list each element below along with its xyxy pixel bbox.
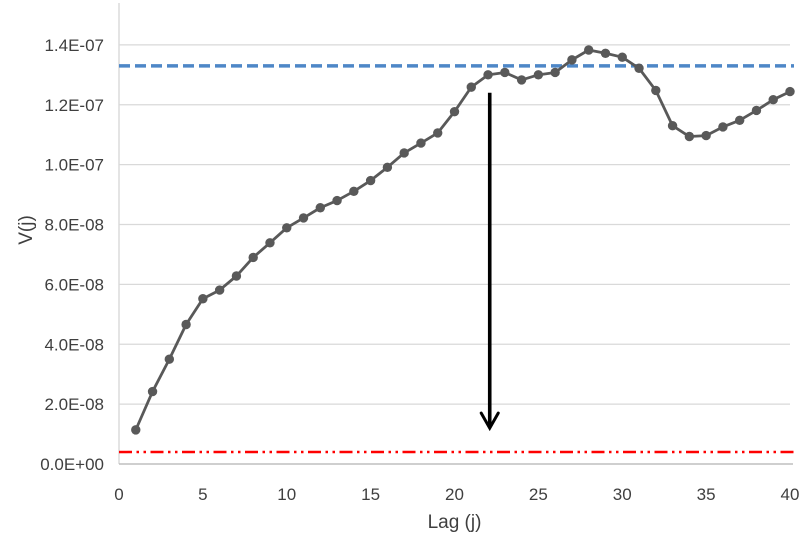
y-tick-label: 8.0E-08 [44,216,104,235]
y-tick-label: 1.0E-07 [44,156,104,175]
data-point [483,70,493,80]
x-tick-label: 40 [781,485,800,504]
data-point [365,175,376,186]
data-point [533,70,544,80]
data-point [181,319,191,330]
data-point [399,148,409,158]
data-point [131,425,141,435]
x-tick-label: 10 [277,485,296,504]
data-point [785,86,795,97]
data-point [315,203,325,213]
data-point [667,121,678,131]
x-tick-label: 20 [445,485,464,504]
data-point [298,213,309,223]
y-axis-title: V(j) [16,215,37,245]
data-point [516,75,527,85]
x-tick-label: 5 [198,485,207,504]
x-tick-label: 30 [613,485,632,504]
y-tick-label: 1.2E-07 [44,96,104,115]
data-point [617,52,627,62]
data-point [382,162,393,173]
y-tick-label: 1.4E-07 [44,36,104,55]
data-point [164,354,175,364]
x-axis-title: Lag (j) [427,512,482,533]
data-point [550,67,560,78]
y-tick-label: 4.0E-08 [44,335,104,354]
data-point [701,130,711,141]
data-point [147,386,158,397]
data-point [651,85,661,96]
arrow-head [479,411,500,432]
data-point [684,131,695,142]
data-point [734,115,745,126]
data-point [416,138,426,148]
y-tick-label: 6.0E-08 [44,275,104,294]
data-point [768,94,778,105]
data-point [634,63,644,73]
data-point [265,238,275,248]
data-point [332,195,342,206]
data-point [248,252,258,263]
x-tick-label: 0 [114,485,123,504]
data-point [449,106,460,117]
data-point [567,55,577,65]
data-point [466,82,476,92]
data-point [751,105,762,116]
data-point [349,186,359,196]
data-point [433,128,443,138]
data-point [500,67,510,78]
data-point [198,294,208,304]
y-tick-label: 2.0E-08 [44,395,104,414]
x-tick-label: 25 [529,485,548,504]
data-point [214,285,225,295]
series-line [134,48,791,431]
y-tick-label: 0.0E+00 [40,455,104,474]
data-point [231,271,242,281]
data-point [584,45,594,55]
data-point [718,122,728,132]
data-point [600,48,611,58]
x-tick-label: 15 [361,485,380,504]
x-tick-label: 35 [697,485,716,504]
data-point [282,223,292,233]
